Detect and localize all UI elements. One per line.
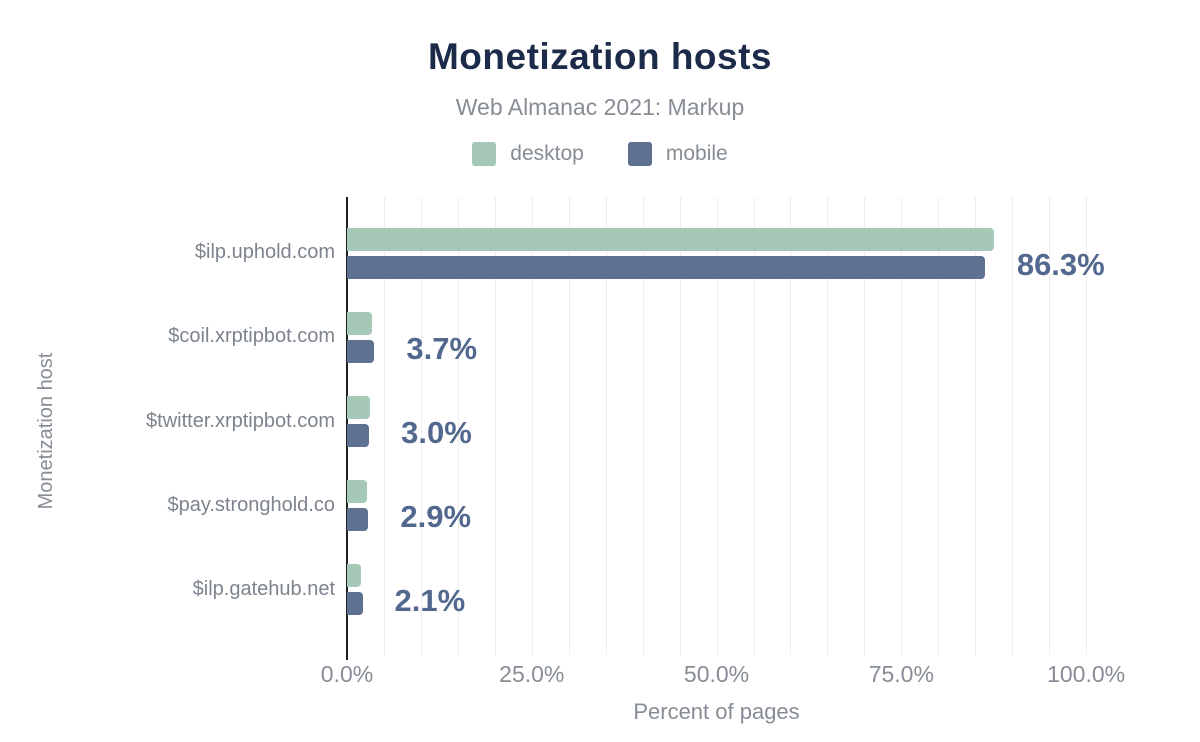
x-tick-label: 0.0% (320, 661, 374, 687)
desktop-bar (347, 396, 370, 419)
mobile-bar (347, 255, 985, 279)
x-tick-label: 50.0% (683, 661, 750, 687)
bar-value-label: 3.7% (406, 330, 478, 366)
bar-value-label: 86.3% (1016, 246, 1105, 282)
gridline (457, 197, 459, 655)
gridline (716, 197, 718, 655)
bar-group-5: 2.1% (347, 564, 1160, 618)
gridline (679, 197, 681, 655)
bar-value-label: 3.0% (401, 415, 472, 450)
legend-item-mobile: mobile (627, 142, 728, 166)
category-label: $ilp.gatehub.net (192, 577, 335, 600)
gridline (1049, 197, 1051, 655)
x-tick-label: 75.0% (868, 661, 934, 687)
gridline (938, 197, 940, 655)
bar-group-2: 3.7% (347, 311, 1160, 366)
category-label: $coil.xrptipbot.com (168, 325, 335, 348)
bar-group-1: 86.3% (347, 227, 1160, 282)
gridline (1086, 197, 1088, 655)
gridline (901, 197, 903, 655)
category-label: $twitter.xrptipbot.com (146, 409, 335, 432)
gridline (420, 197, 422, 655)
x-tick-label: 25.0% (499, 661, 565, 687)
desktop-bar (347, 480, 367, 504)
mobile-bar (347, 339, 375, 363)
gridline (827, 197, 829, 655)
gridline (605, 197, 607, 655)
bar-value-label: 2.9% (400, 499, 472, 535)
legend-swatch-mobile (627, 142, 652, 166)
chart-subtitle: Web Almanac 2021: Markup (455, 94, 745, 120)
legend-swatch-desktop (472, 142, 497, 166)
desktop-bar (347, 311, 373, 335)
desktop-bar (347, 564, 362, 588)
legend: desktop mobile (0, 142, 1200, 166)
category-label: $ilp.uphold.com (194, 241, 335, 264)
desktop-bar (347, 227, 995, 251)
gridline (568, 197, 570, 655)
gridline (790, 197, 792, 655)
legend-label: desktop (510, 142, 584, 165)
mobile-bar (347, 508, 369, 532)
category-label: $pay.stronghold.co (167, 493, 335, 516)
legend-label: mobile (665, 142, 728, 165)
bar-group-3: 3.0% (347, 396, 1160, 450)
legend-item-desktop: desktop (472, 142, 584, 166)
mobile-bar (347, 424, 370, 447)
gridline (864, 197, 866, 655)
gridline (1012, 197, 1014, 655)
gridline (753, 197, 755, 655)
mobile-bar (347, 592, 363, 616)
gridline (642, 197, 644, 655)
chart-title: Monetization hosts (427, 36, 773, 77)
gridline (975, 197, 977, 655)
gridline (494, 197, 496, 655)
gridline (383, 197, 385, 655)
bar-value-label: 2.1% (394, 583, 466, 619)
gridline (531, 197, 533, 655)
x-axis-label: Percent of pages (633, 699, 800, 724)
plot-area: 86.3% 3.7% 3.0% 2.9% 2.1% (346, 197, 1160, 660)
bar-group-4: 2.9% (347, 480, 1160, 534)
y-axis-label: Monetization host (35, 352, 57, 510)
x-tick-label: 100.0% (1047, 661, 1126, 687)
